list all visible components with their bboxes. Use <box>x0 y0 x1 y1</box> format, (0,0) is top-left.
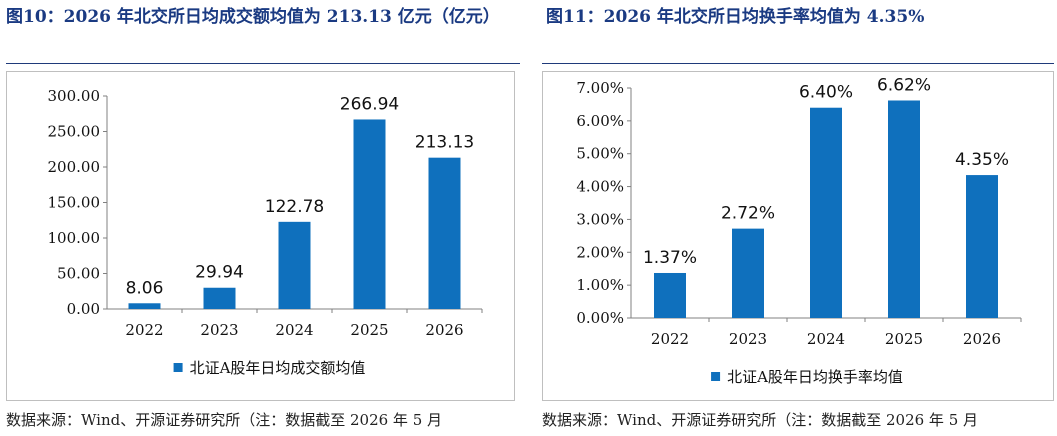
bar-chart-turnover-amount: 0.00 50.00 100.00 150.00 200.00 250.00 300.00 8… <box>48 87 483 377</box>
y-tick-label: 50.00 <box>57 265 100 283</box>
figure-11: 图11：2026 年北交所日均换手率均值为 4.35% 0.00% 1.00% 2.… <box>540 0 1057 436</box>
data-label: 213.13 <box>415 133 474 153</box>
bar-2023 <box>732 228 764 318</box>
x-tick-label: 2026 <box>425 321 463 339</box>
y-tick-label: 300.00 <box>48 87 101 105</box>
chart-frame: 0.00 50.00 100.00 150.00 200.00 250.00 300.00 8… <box>6 71 515 401</box>
source-note: 数据来源：Wind、开源证券研究所（注：数据截至 2026 年 5 月 <box>6 411 443 429</box>
source-note: 数据来源：Wind、开源证券研究所（注：数据截至 2026 年 5 月 <box>542 411 979 429</box>
bar-2025 <box>888 100 920 318</box>
x-tick-label: 2025 <box>350 321 388 339</box>
figure-10: 图10：2026 年北交所日均成交额均值为 213.13 亿元（亿元） 0.00… <box>0 0 520 436</box>
legend-label: 北证A股年日均成交额均值 <box>190 359 366 377</box>
bar-chart-turnover-rate: 0.00% 1.00% 2.00% 3.00% 4.00% 5.00% 6.00% 7.00%… <box>576 75 1022 386</box>
data-label: 6.40% <box>799 83 853 103</box>
y-tick-label: 2.00% <box>576 243 624 261</box>
x-tick-label: 2026 <box>963 330 1001 348</box>
y-tick-label: 150.00 <box>48 194 101 212</box>
data-label: 29.94 <box>195 263 244 283</box>
x-tick-label: 2024 <box>275 321 313 339</box>
y-tick-label: 6.00% <box>576 112 624 130</box>
figure-title: 图10：2026 年北交所日均成交额均值为 213.13 亿元（亿元） <box>6 7 500 27</box>
bar-2026 <box>428 157 461 309</box>
chart-frame: 0.00% 1.00% 2.00% 3.00% 4.00% 5.00% 6.00% 7.00%… <box>542 71 1054 401</box>
data-label: 2.72% <box>721 204 775 224</box>
y-tick-label: 0.00 <box>67 300 100 318</box>
y-tick-label: 7.00% <box>576 79 624 97</box>
x-tick-label: 2025 <box>885 330 923 348</box>
bar-2023 <box>203 287 236 309</box>
y-tick-label: 3.00% <box>576 210 624 228</box>
data-label: 122.78 <box>265 197 324 217</box>
figure-title: 图11：2026 年北交所日均换手率均值为 4.35% <box>546 7 925 27</box>
data-label: 4.35% <box>955 150 1009 170</box>
x-tick-label: 2022 <box>651 330 689 348</box>
bar-2022 <box>128 303 161 309</box>
legend-swatch <box>711 372 721 381</box>
y-tick-label: 0.00% <box>576 309 624 327</box>
x-tick-label: 2022 <box>125 321 163 339</box>
data-label: 6.62% <box>877 75 931 95</box>
x-tick-label: 2023 <box>729 330 767 348</box>
data-label: 1.37% <box>643 248 697 268</box>
y-tick-label: 5.00% <box>576 145 624 163</box>
data-label: 266.94 <box>340 94 399 114</box>
y-tick-label: 200.00 <box>48 158 101 176</box>
y-tick-label: 100.00 <box>48 229 101 247</box>
title-rule <box>6 63 520 64</box>
y-tick-label: 4.00% <box>576 178 624 196</box>
bar-2022 <box>654 272 686 318</box>
legend-label: 北证A股年日均换手率均值 <box>727 368 903 386</box>
x-tick-label: 2024 <box>807 330 845 348</box>
data-label: 8.06 <box>126 278 164 298</box>
bar-2025 <box>353 119 386 309</box>
legend-swatch <box>173 363 183 372</box>
y-tick-label: 250.00 <box>48 123 101 141</box>
x-tick-label: 2023 <box>200 321 238 339</box>
title-rule <box>542 63 1054 64</box>
bar-2024 <box>278 221 311 309</box>
y-tick-label: 1.00% <box>576 276 624 294</box>
bar-2026 <box>966 175 998 318</box>
bar-2024 <box>810 107 842 318</box>
